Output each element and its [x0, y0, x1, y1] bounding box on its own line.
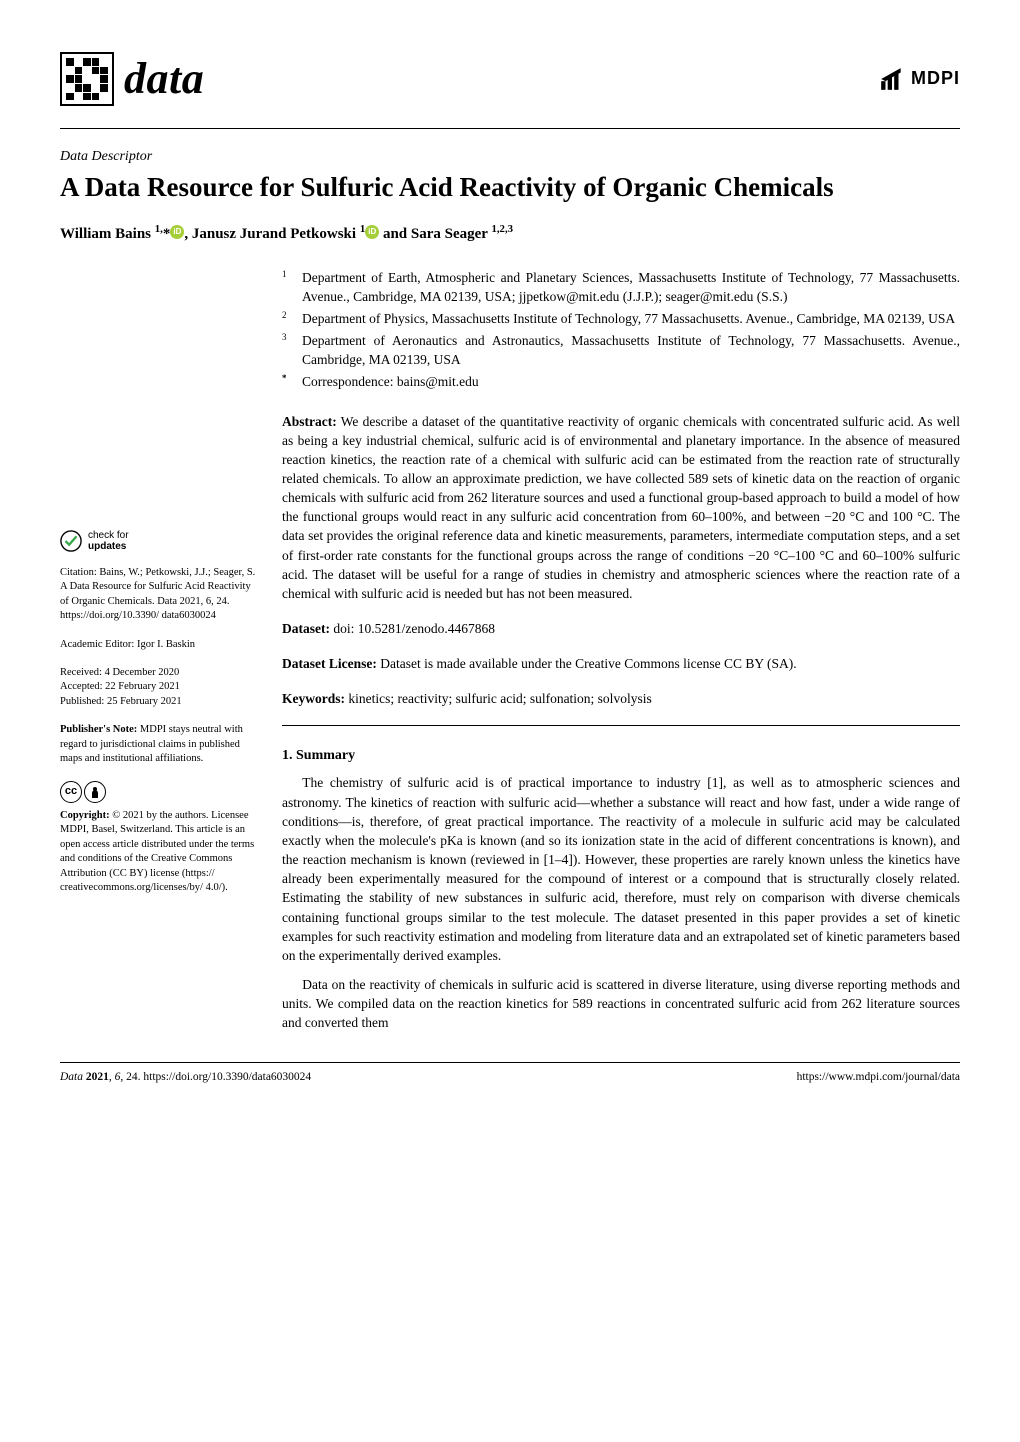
footer: Data 2021, 6, 24. https://doi.org/10.339… [60, 1062, 960, 1085]
author-3: and Sara Seager [379, 226, 491, 242]
correspondence: * Correspondence: bains@mit.edu [282, 372, 960, 391]
body-paragraph-2: Data on the reactivity of chemicals in s… [282, 975, 960, 1032]
published-date: Published: 25 February 2021 [60, 695, 258, 709]
affil-num: * [282, 372, 292, 391]
corr-star: * [163, 226, 171, 242]
orcid-icon[interactable] [170, 225, 184, 239]
orcid-icon[interactable] [365, 225, 379, 239]
affil-text: Department of Aeronautics and Astronauti… [302, 331, 960, 369]
affiliation-2: 2 Department of Physics, Massachusetts In… [282, 309, 960, 328]
received-date: Received: 4 December 2020 [60, 666, 258, 680]
mdpi-icon [879, 66, 905, 92]
affil-num: 3 [282, 331, 292, 369]
affil-text: Department of Physics, Massachusetts Ins… [302, 309, 955, 328]
abstract-body: We describe a dataset of the quantitativ… [282, 414, 960, 601]
affil-num: 2 [282, 309, 292, 328]
copyright-text: © 2021 by the authors. Licensee MDPI, Ba… [60, 810, 254, 893]
sidebar: check for updates Citation: Bains, W.; P… [60, 268, 258, 1043]
publisher-logo: MDPI [879, 66, 960, 92]
abstract: Abstract: We describe a dataset of the q… [282, 412, 960, 604]
affiliations: 1 Department of Earth, Atmospheric and Pl… [282, 268, 960, 392]
affil-text: Correspondence: bains@mit.edu [302, 372, 479, 391]
header: data MDPI [60, 48, 960, 110]
article-title: A Data Resource for Sulfuric Acid Reacti… [60, 171, 960, 204]
cc-icon: cc [60, 781, 82, 803]
body-paragraph-1: The chemistry of sulfuric acid is of pra… [282, 773, 960, 965]
author-1-sup: 1, [155, 223, 163, 235]
dataset-line: Dataset: doi: 10.5281/zenodo.4467868 [282, 619, 960, 638]
affiliation-3: 3 Department of Aeronautics and Astronaut… [282, 331, 960, 369]
article-type: Data Descriptor [60, 147, 960, 167]
main-columns: check for updates Citation: Bains, W.; P… [60, 268, 960, 1043]
by-icon [84, 781, 106, 803]
publisher-note: Publisher's Note: MDPI stays neutral wit… [60, 723, 258, 766]
check-updates-text: check for updates [88, 530, 129, 552]
dates-block: Received: 4 December 2020 Accepted: 22 F… [60, 666, 258, 709]
publisher-name: MDPI [911, 66, 960, 92]
check-updates-icon [60, 530, 82, 552]
author-3-sup: 1,2,3 [491, 223, 513, 235]
keywords-line: Keywords: kinetics; reactivity; sulfuric… [282, 689, 960, 708]
footer-left: Data 2021, 6, 24. https://doi.org/10.339… [60, 1069, 311, 1085]
license-line: Dataset License: Dataset is made availab… [282, 654, 960, 673]
main-content: 1 Department of Earth, Atmospheric and Pl… [282, 268, 960, 1043]
affiliation-1: 1 Department of Earth, Atmospheric and Pl… [282, 268, 960, 306]
citation-block: Citation: Bains, W.; Petkowski, J.J.; Se… [60, 566, 258, 624]
check-line2: updates [88, 541, 129, 552]
check-line1: check for [88, 530, 129, 541]
affil-text: Department of Earth, Atmospheric and Pla… [302, 268, 960, 306]
affil-num: 1 [282, 268, 292, 306]
authors-line: William Bains 1,* , Janusz Jurand Petkows… [60, 222, 960, 245]
license-block: cc Copyright: © 2021 by the authors. Lic… [60, 781, 258, 896]
footer-right[interactable]: https://www.mdpi.com/journal/data [797, 1069, 960, 1085]
accepted-date: Accepted: 22 February 2021 [60, 680, 258, 694]
check-updates-badge[interactable]: check for updates [60, 530, 258, 552]
journal-name: data [124, 48, 204, 110]
qr-icon [60, 52, 114, 106]
keywords-rule [282, 725, 960, 726]
header-rule [60, 128, 960, 129]
editor-line: Academic Editor: Igor I. Baskin [60, 638, 258, 652]
citation-text: Citation: Bains, W.; Petkowski, J.J.; Se… [60, 567, 255, 621]
author-1: William Bains [60, 226, 155, 242]
author-2: , Janusz Jurand Petkowski [184, 226, 359, 242]
cc-logo: cc [60, 781, 258, 803]
section-1-title: 1. Summary [282, 746, 960, 766]
journal-logo: data [60, 48, 204, 110]
